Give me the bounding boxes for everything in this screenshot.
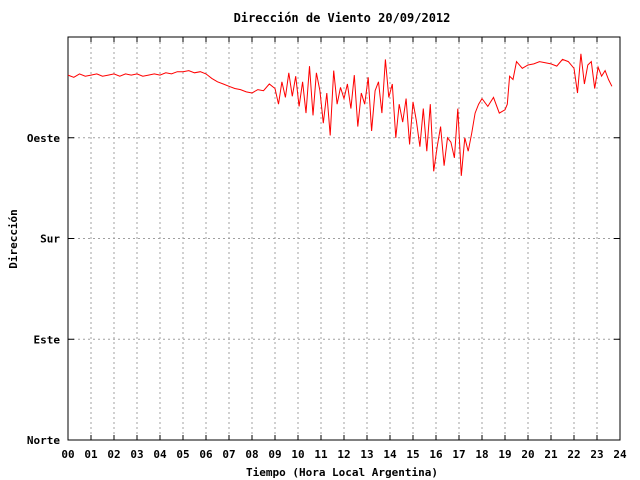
x-tick-label: 05 [176, 448, 189, 461]
series-line [67, 53, 613, 176]
x-tick-label: 18 [475, 448, 488, 461]
y-tick-labels: Norte Este Sur Oeste [27, 132, 60, 447]
chart-title: Dirección de Viento 20/09/2012 [234, 11, 451, 25]
x-tick-label: 23 [590, 448, 603, 461]
y-axis-label: Dirección [7, 209, 20, 269]
x-tick-label: 09 [268, 448, 281, 461]
x-tick-label: 03 [130, 448, 143, 461]
x-tick-label: 14 [383, 448, 397, 461]
x-tick-labels: 00 01 02 03 04 05 06 07 08 09 10 11 12 13 14 15 16 17 18 19… [61, 448, 627, 461]
tick-marks [67, 37, 621, 441]
x-tick-label: 15 [406, 448, 419, 461]
x-tick-label: 22 [567, 448, 580, 461]
y-tick-label: Sur [40, 233, 60, 246]
x-tick-label: 12 [337, 448, 350, 461]
x-axis-label: Tiempo (Hora Local Argentina) [246, 466, 438, 479]
y-tick-label: Oeste [27, 132, 60, 145]
x-tick-label: 13 [360, 448, 373, 461]
x-tick-label: 17 [452, 448, 465, 461]
x-tick-label: 07 [222, 448, 235, 461]
x-tick-label: 19 [498, 448, 511, 461]
x-tick-label: 02 [107, 448, 120, 461]
x-tick-label: 00 [61, 448, 74, 461]
grid-lines [68, 37, 620, 440]
x-tick-label: 16 [429, 448, 443, 461]
x-tick-label: 21 [544, 448, 558, 461]
x-tick-label: 01 [84, 448, 98, 461]
y-tick-label: Norte [27, 434, 60, 447]
y-tick-label: Este [34, 333, 61, 346]
x-tick-label: 10 [291, 448, 304, 461]
x-tick-label: 24 [613, 448, 627, 461]
x-tick-label: 08 [245, 448, 258, 461]
x-tick-label: 20 [521, 448, 534, 461]
x-tick-label: 04 [153, 448, 167, 461]
x-tick-label: 06 [199, 448, 213, 461]
x-tick-label: 11 [314, 448, 328, 461]
